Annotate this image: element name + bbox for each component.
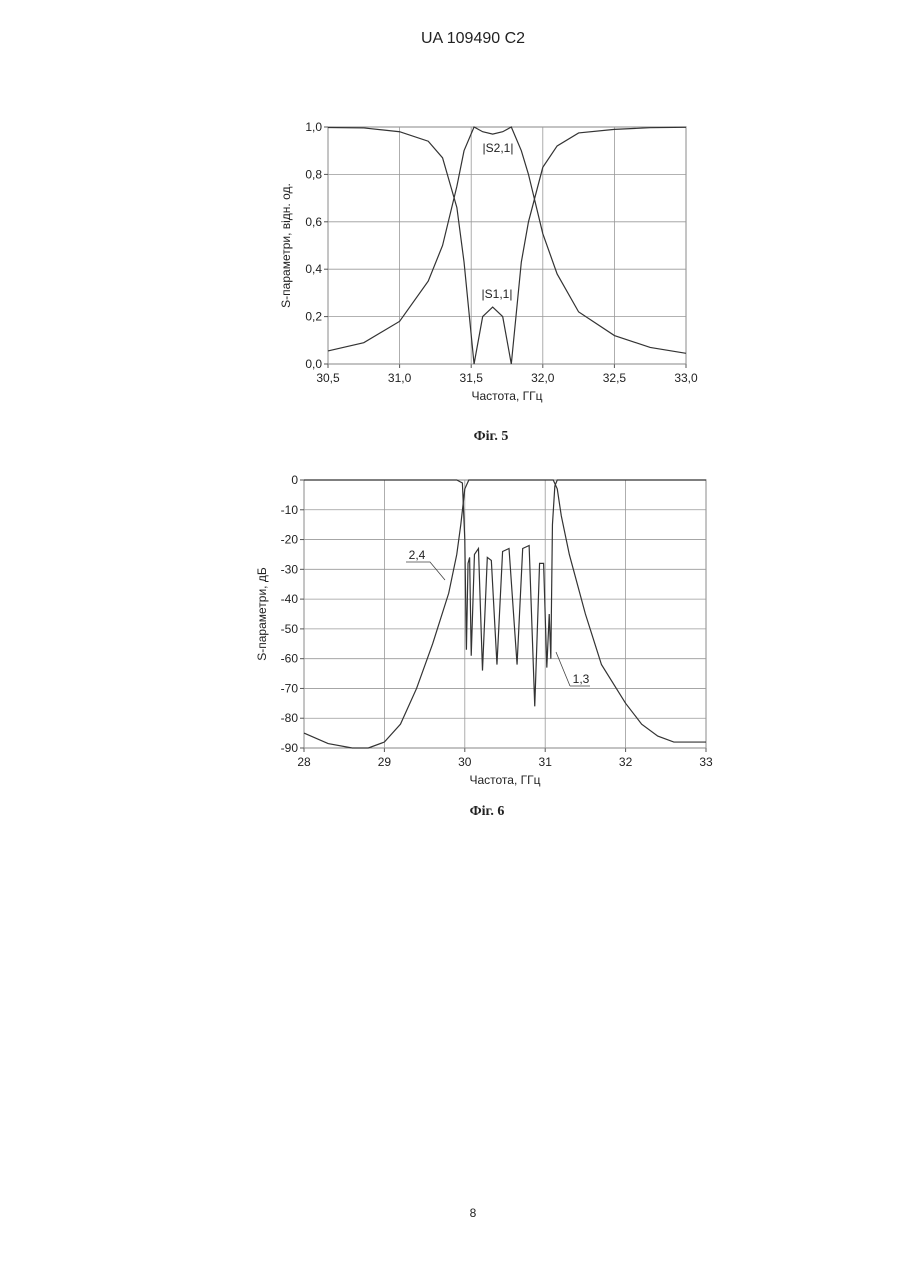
series-label: 2,4 [409, 548, 426, 562]
y-tick-label: -90 [281, 741, 299, 755]
x-tick-label: 28 [297, 755, 311, 769]
x-tick-label: 31,5 [460, 371, 484, 385]
x-tick-label: 30 [458, 755, 472, 769]
y-tick-label: -10 [281, 503, 299, 517]
x-tick-label: 32,0 [531, 371, 555, 385]
y-tick-label: 0,8 [305, 167, 322, 181]
series-label: |S2,1| [483, 141, 514, 155]
x-axis-label: Частота, ГГц [471, 389, 542, 403]
y-tick-label: -60 [281, 652, 299, 666]
x-tick-label: 33 [699, 755, 713, 769]
x-tick-label: 33,0 [674, 371, 698, 385]
patent-header: UA 109490 C2 [421, 30, 525, 47]
y-tick-label: -30 [281, 562, 299, 576]
y-tick-label: -50 [281, 622, 299, 636]
figure-caption: Фіг. 6 [470, 804, 505, 819]
x-tick-label: 30,5 [316, 371, 340, 385]
series-label: |S1,1| [482, 287, 513, 301]
y-axis-label: S-параметри, відн. од. [279, 183, 293, 308]
y-tick-label: 0,4 [305, 262, 322, 276]
x-tick-label: 32,5 [603, 371, 627, 385]
y-tick-label: 1,0 [305, 120, 322, 134]
x-tick-label: 31,0 [388, 371, 412, 385]
x-axis-label: Частота, ГГц [469, 773, 540, 787]
y-tick-label: -40 [281, 592, 299, 606]
figure-caption: Фіг. 5 [474, 429, 509, 444]
page-number: 8 [470, 1206, 477, 1220]
x-tick-label: 29 [378, 755, 392, 769]
y-tick-label: -70 [281, 681, 299, 695]
plot-area [304, 480, 706, 748]
x-tick-label: 32 [619, 755, 633, 769]
x-tick-label: 31 [539, 755, 553, 769]
y-tick-label: 0,6 [305, 215, 322, 229]
plot-area [328, 127, 686, 364]
y-axis-label: S-параметри, дБ [255, 567, 269, 661]
y-tick-label: 0,2 [305, 310, 322, 324]
y-tick-label: 0 [291, 473, 298, 487]
y-tick-label: -20 [281, 533, 299, 547]
series-label: 1,3 [573, 672, 590, 686]
page: UA 109490 C2 8 30,5 31,0 31,5 32,0 32,5 33,0 0… [0, 0, 901, 1273]
y-tick-label: -80 [281, 711, 299, 725]
y-tick-label: 0,0 [305, 357, 322, 371]
